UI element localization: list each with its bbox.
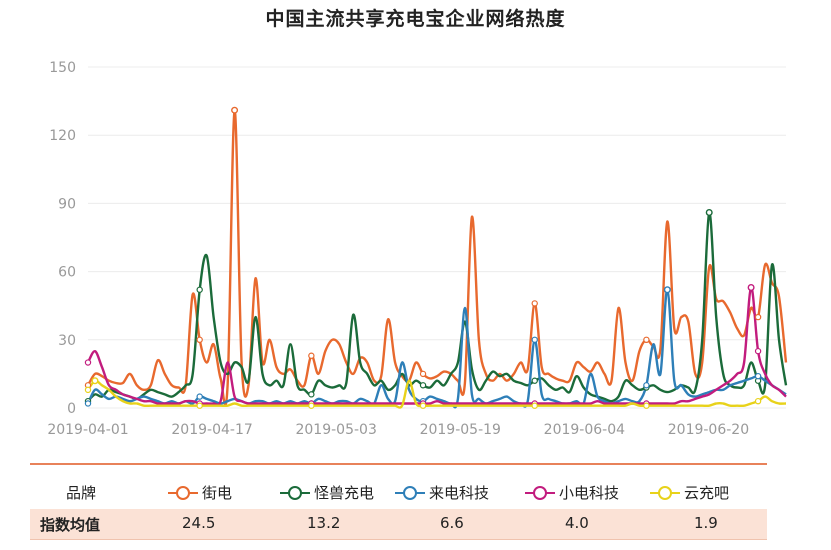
grid-lines bbox=[88, 66, 786, 409]
series-point bbox=[196, 393, 203, 400]
index-value-jiedian: 24.5 bbox=[182, 514, 216, 532]
series-point bbox=[196, 402, 203, 409]
series-point bbox=[84, 359, 92, 366]
legend-label: 来电科技 bbox=[429, 484, 490, 502]
index-value-laidian: 6.6 bbox=[440, 514, 464, 532]
series-peak-point bbox=[705, 208, 713, 216]
series-point bbox=[531, 300, 538, 307]
series-point bbox=[419, 382, 427, 389]
x-tick-label: 2019-05-19 bbox=[420, 422, 501, 438]
legend-label: 云充吧 bbox=[684, 484, 730, 502]
series-peak-point bbox=[231, 106, 239, 114]
legend-top-rule bbox=[30, 463, 767, 465]
legend-line-icon bbox=[525, 486, 555, 500]
x-tick-label: 2019-04-17 bbox=[171, 422, 252, 438]
legend-label: 街电 bbox=[202, 484, 233, 502]
series-lines bbox=[86, 108, 788, 409]
series-line-2 bbox=[86, 288, 787, 409]
index-value-yunchongba: 1.9 bbox=[694, 514, 718, 532]
series-point bbox=[754, 347, 762, 355]
legend-row: 品牌 街电 怪兽充电 来电科技 小电科技 云充吧 bbox=[30, 478, 767, 508]
legend-item-guaishou[interactable]: 怪兽充电 bbox=[280, 482, 374, 503]
y-tick-label: 0 bbox=[67, 401, 76, 417]
legend-label: 小电科技 bbox=[559, 484, 620, 502]
series-line-3 bbox=[86, 286, 787, 407]
x-tick-label: 2019-06-04 bbox=[544, 422, 625, 438]
index-row: 指数均值 24.5 13.2 6.6 4.0 1.9 bbox=[30, 509, 767, 539]
x-tick-label: 2019-04-01 bbox=[47, 422, 128, 438]
series-point bbox=[308, 391, 315, 398]
series-point bbox=[308, 352, 315, 359]
x-axis-ticks: 2019-04-01 2019-04-17 2019-05-03 2019-05-19… bbox=[47, 422, 749, 438]
legend-line-icon bbox=[168, 486, 198, 500]
legend-item-yunchongba[interactable]: 云充吧 bbox=[650, 482, 729, 503]
index-value-xiaodian: 4.0 bbox=[565, 514, 589, 532]
series-point bbox=[643, 382, 650, 389]
legend-item-jiedian[interactable]: 街电 bbox=[168, 482, 232, 503]
y-tick-label: 90 bbox=[58, 196, 76, 212]
legend-brand-header: 品牌 bbox=[66, 484, 97, 502]
legend-line-icon bbox=[650, 486, 680, 500]
x-tick-label: 2019-06-20 bbox=[668, 422, 749, 438]
x-tick-label: 2019-05-03 bbox=[295, 422, 376, 438]
series-line-4 bbox=[87, 379, 787, 409]
series-point bbox=[419, 370, 427, 378]
y-tick-label: 30 bbox=[58, 333, 76, 349]
series-peak-point bbox=[663, 286, 671, 294]
series-point bbox=[531, 336, 538, 343]
index-value-guaishou: 13.2 bbox=[307, 514, 341, 532]
series-point bbox=[531, 377, 538, 384]
index-bottom-rule bbox=[30, 539, 767, 540]
series-markers bbox=[84, 106, 762, 409]
series-point bbox=[643, 336, 650, 343]
series-point bbox=[196, 286, 203, 293]
series-point bbox=[754, 397, 762, 405]
series-point bbox=[643, 402, 650, 409]
series-point bbox=[419, 402, 427, 409]
legend-label: 怪兽充电 bbox=[314, 484, 375, 502]
series-point bbox=[84, 386, 92, 394]
series-point bbox=[531, 402, 538, 409]
series-point bbox=[754, 372, 762, 380]
index-header: 指数均值 bbox=[40, 516, 101, 534]
series-line-1 bbox=[87, 211, 788, 403]
legend-item-xiaodian[interactable]: 小电科技 bbox=[525, 482, 619, 503]
series-peak-point bbox=[91, 377, 99, 385]
y-tick-label: 150 bbox=[49, 60, 76, 76]
y-tick-label: 120 bbox=[49, 128, 76, 144]
legend-item-laidian[interactable]: 来电科技 bbox=[395, 482, 489, 503]
series-peak-point bbox=[747, 284, 755, 292]
legend-line-icon bbox=[395, 486, 425, 500]
series-point bbox=[754, 313, 762, 321]
series-point bbox=[196, 336, 203, 343]
series-point bbox=[84, 400, 92, 407]
legend-line-icon bbox=[280, 486, 310, 500]
y-axis-ticks: 0 30 60 90 120 150 bbox=[49, 60, 76, 417]
series-line-0 bbox=[86, 108, 788, 407]
series-point bbox=[308, 402, 315, 409]
chart-title: 中国主流共享充电宝企业网络热度 bbox=[265, 8, 566, 30]
y-tick-label: 60 bbox=[58, 265, 76, 281]
